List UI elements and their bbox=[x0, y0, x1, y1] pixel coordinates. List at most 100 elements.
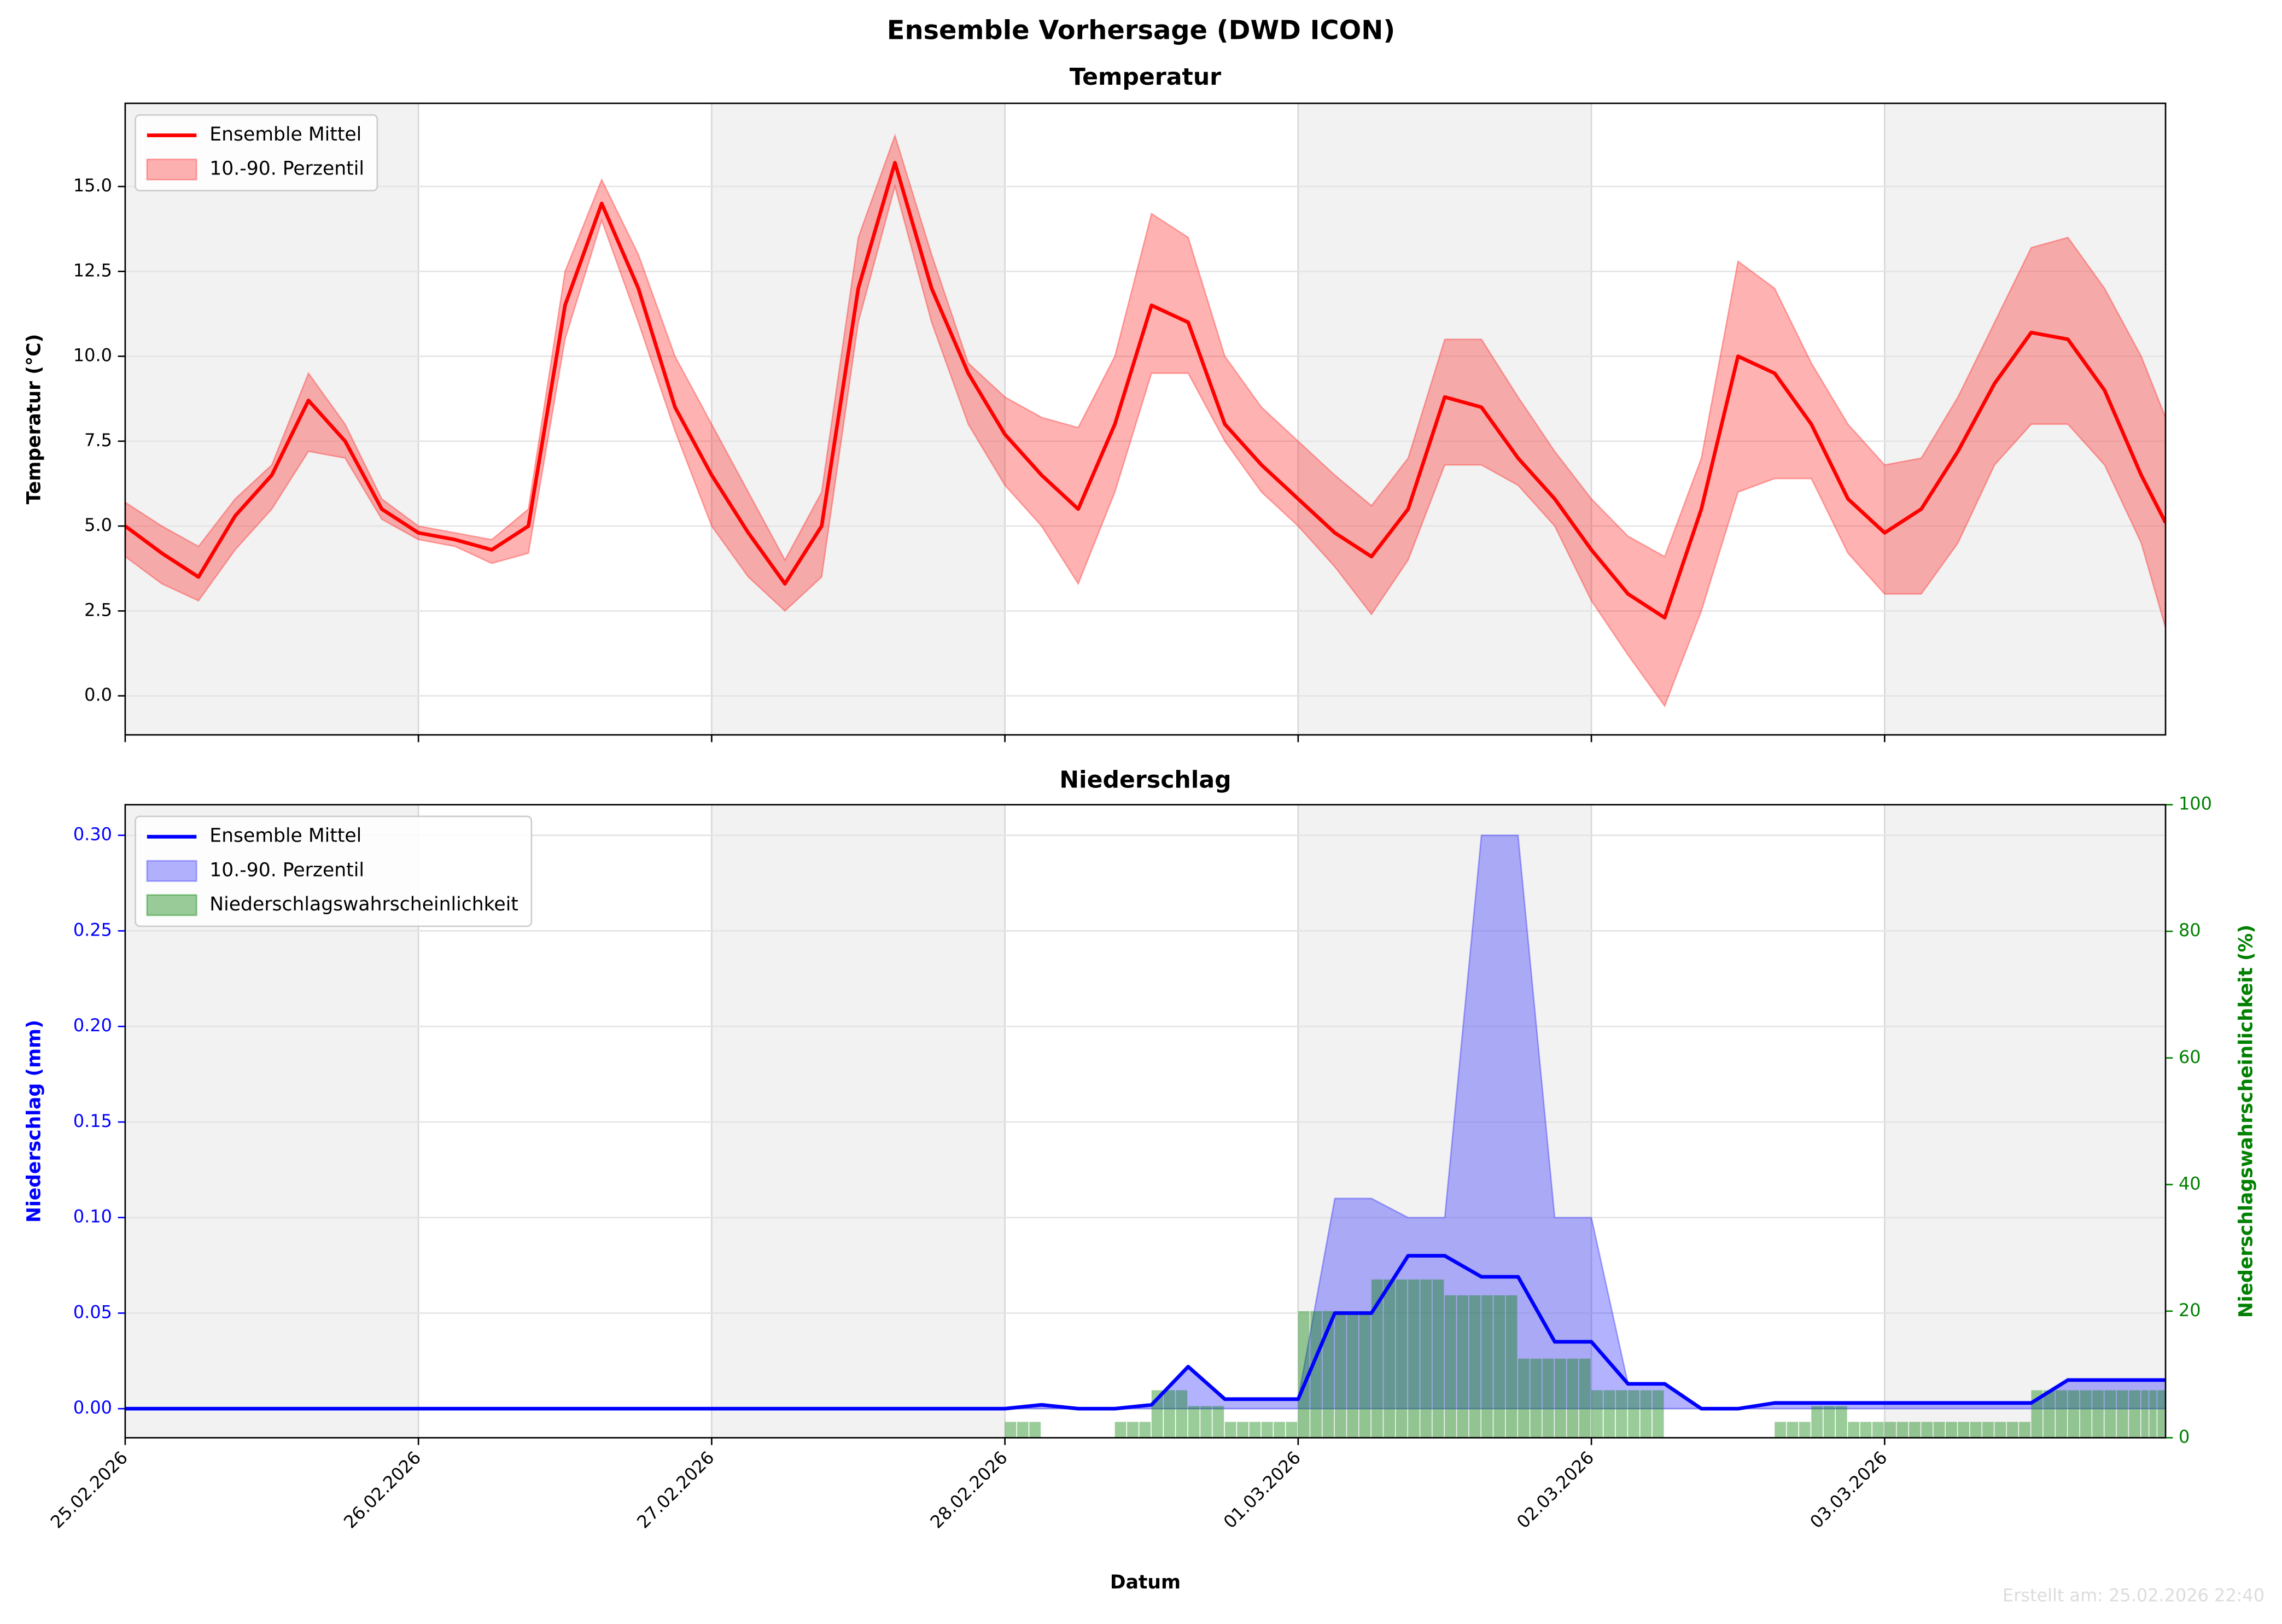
legend-label: Ensemble Mittel bbox=[209, 124, 361, 145]
y2-tick-label: 60 bbox=[2179, 1047, 2201, 1067]
probability-bar bbox=[1310, 1311, 1322, 1438]
probability-bar bbox=[1164, 1390, 1175, 1438]
probability-bar bbox=[1420, 1279, 1432, 1438]
probability-bar bbox=[1127, 1422, 1139, 1438]
legend-label: Ensemble Mittel bbox=[209, 825, 361, 847]
y2-tick-label: 20 bbox=[2179, 1300, 2201, 1321]
probability-bar bbox=[1530, 1358, 1542, 1438]
probability-bar bbox=[1555, 1358, 1566, 1438]
probability-bar bbox=[1469, 1295, 1481, 1438]
probability-bar bbox=[1811, 1406, 1823, 1438]
panel-title: Temperatur bbox=[1070, 63, 1221, 91]
probability-bar bbox=[1542, 1358, 1554, 1438]
probability-bar bbox=[1505, 1295, 1518, 1438]
y-tick-label: 0.10 bbox=[73, 1206, 112, 1227]
footer: Erstellt am: 25.02.2026 22:40 bbox=[2003, 1585, 2265, 1605]
probability-bar bbox=[1200, 1406, 1212, 1438]
probability-bar bbox=[1958, 1422, 1970, 1438]
probability-bar bbox=[1457, 1295, 1469, 1438]
legend-box bbox=[135, 815, 533, 927]
y2-axis-label: Niederschlagswahrscheinlichkeit (%) bbox=[2236, 925, 2257, 1318]
x-tick-label: 25.02.2026 bbox=[46, 1447, 132, 1532]
y-tick-label: 0.25 bbox=[73, 919, 112, 940]
probability-bar bbox=[2104, 1390, 2116, 1438]
legend-swatch bbox=[146, 894, 197, 916]
y-tick-label: 15.0 bbox=[73, 175, 112, 196]
y-tick-label: 5.0 bbox=[84, 515, 112, 535]
day-shade bbox=[711, 103, 1005, 735]
probability-bar bbox=[1408, 1279, 1420, 1438]
probability-bar bbox=[1481, 1295, 1493, 1438]
probability-bar bbox=[1261, 1422, 1273, 1438]
x-tick-label: 01.03.2026 bbox=[1219, 1447, 1305, 1532]
probability-bar bbox=[1384, 1279, 1396, 1438]
legend-label: 10.-90. Perzentil bbox=[209, 158, 364, 180]
y-axis-label: Niederschlag (mm) bbox=[23, 1020, 45, 1223]
probability-bar bbox=[1860, 1422, 1872, 1438]
probability-bar bbox=[1872, 1422, 1884, 1438]
y2-tick-label: 100 bbox=[2179, 793, 2212, 814]
probability-bar bbox=[1787, 1422, 1799, 1438]
y-tick-label: 12.5 bbox=[73, 260, 112, 281]
probability-bar bbox=[1603, 1390, 1615, 1438]
y-tick-label: 0.30 bbox=[73, 824, 112, 845]
probability-bar bbox=[1579, 1358, 1591, 1438]
y-tick-label: 0.0 bbox=[84, 685, 112, 705]
probability-bar bbox=[1982, 1422, 1994, 1438]
probability-bar bbox=[1896, 1422, 1909, 1438]
probability-bar bbox=[2056, 1390, 2067, 1438]
probability-bar bbox=[2116, 1390, 2128, 1438]
probability-bar bbox=[1396, 1279, 1408, 1438]
probability-bar bbox=[2157, 1390, 2165, 1438]
probability-bar bbox=[1970, 1422, 1982, 1438]
legend-swatch bbox=[146, 860, 197, 882]
probability-bar bbox=[1835, 1406, 1847, 1438]
probability-bar bbox=[1775, 1422, 1786, 1438]
probability-bar bbox=[1237, 1422, 1248, 1438]
probability-bar bbox=[1212, 1406, 1224, 1438]
mean-line bbox=[125, 1254, 2166, 1411]
day-shade bbox=[125, 103, 419, 735]
legend-swatch bbox=[146, 159, 197, 180]
probability-bar bbox=[1188, 1406, 1200, 1438]
legend-label: 10.-90. Perzentil bbox=[209, 859, 364, 881]
page-title: Ensemble Vorhersage (DWD ICON) bbox=[887, 16, 1395, 46]
legend-label: Niederschlagswahrscheinlichkeit bbox=[209, 893, 518, 915]
probability-bar bbox=[1298, 1311, 1310, 1438]
day-shade bbox=[1298, 103, 1592, 735]
probability-bar bbox=[2092, 1390, 2104, 1438]
probability-bar bbox=[1444, 1295, 1456, 1438]
probability-bar bbox=[2149, 1390, 2157, 1438]
probability-bar bbox=[1652, 1390, 1664, 1438]
x-tick-label: 03.03.2026 bbox=[1806, 1447, 1891, 1532]
x-tick-label: 28.02.2026 bbox=[926, 1447, 1012, 1532]
probability-bar bbox=[1224, 1422, 1236, 1438]
y-tick-label: 0.20 bbox=[73, 1015, 112, 1036]
probability-bar bbox=[1799, 1422, 1811, 1438]
x-axis-label: Datum bbox=[1110, 1572, 1181, 1593]
probability-bar bbox=[1176, 1390, 1188, 1438]
y-axis-label: Temperatur (°C) bbox=[23, 334, 45, 505]
probability-bar bbox=[1823, 1406, 1835, 1438]
plot-frame bbox=[124, 804, 2167, 1439]
plot-frame bbox=[124, 102, 2167, 736]
y-tick-label: 2.5 bbox=[84, 599, 112, 620]
probability-bar bbox=[1249, 1422, 1261, 1438]
probability-bar bbox=[1322, 1311, 1334, 1438]
day-shade bbox=[1298, 804, 1592, 1438]
probability-bar bbox=[1371, 1279, 1383, 1438]
y-tick-label: 0.15 bbox=[73, 1111, 112, 1131]
probability-bar bbox=[1909, 1422, 1921, 1438]
probability-bar bbox=[2080, 1390, 2092, 1438]
probability-bar bbox=[1334, 1311, 1346, 1438]
probability-bar bbox=[1884, 1422, 1896, 1438]
legend: Ensemble Mittel 10.-90. Perzentil bbox=[135, 114, 378, 191]
y-tick-label: 10.0 bbox=[73, 345, 112, 366]
x-tick-label: 27.02.2026 bbox=[633, 1447, 718, 1532]
percentile-band bbox=[125, 133, 2166, 708]
probability-bar bbox=[1114, 1422, 1127, 1438]
probability-bar bbox=[1286, 1422, 1298, 1438]
legend: Ensemble Mittel 10.-90. Perzentil Niedersc… bbox=[135, 815, 533, 927]
probability-bar bbox=[1848, 1422, 1860, 1438]
